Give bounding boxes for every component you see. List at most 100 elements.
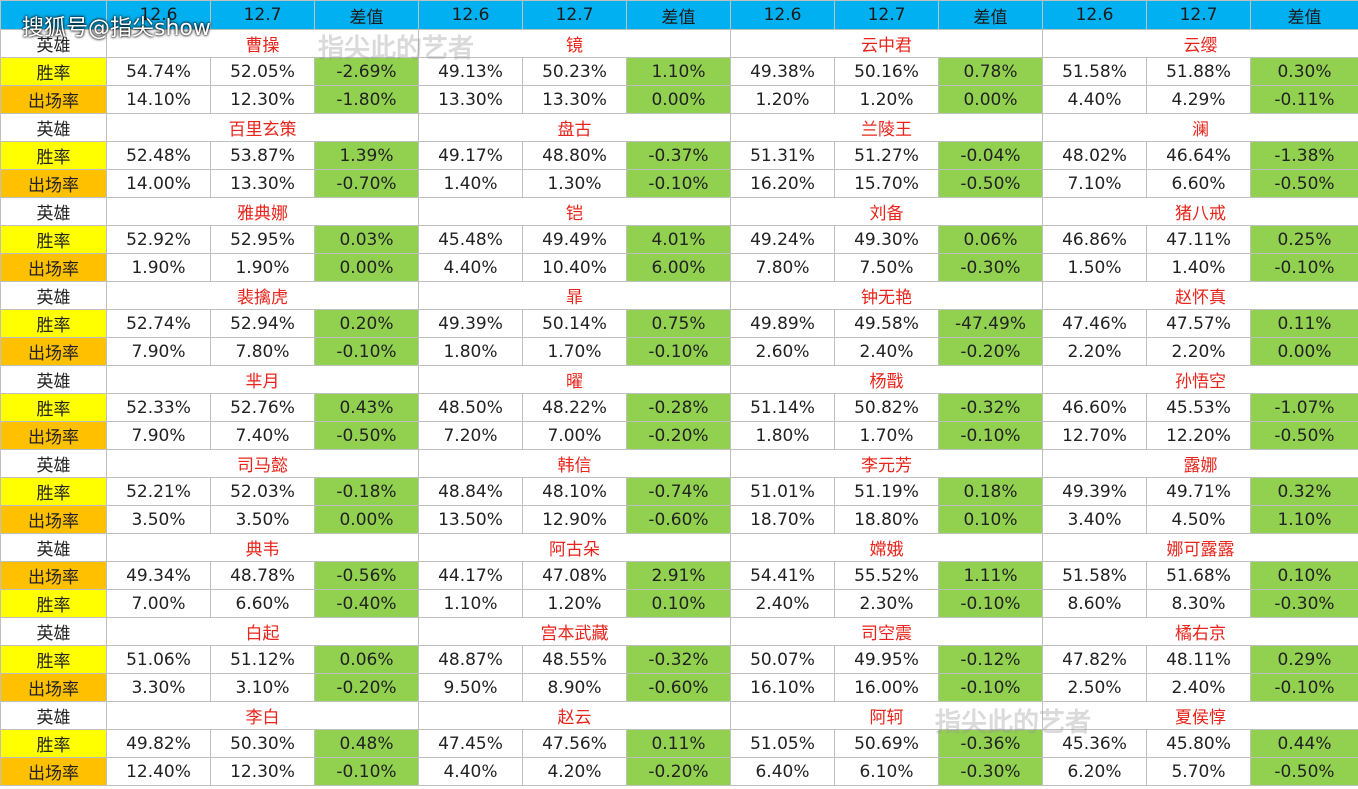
hero-row-label: 英雄 [0,197,107,226]
hero-name-row: 英雄 百里玄策 盘古 兰陵王澜 [0,113,1358,142]
value-cell: 45.80% [1146,729,1251,758]
value-cell: 49.38% [730,57,835,86]
value-cell: 50.69% [834,729,939,758]
stat-row: 出场率 12.40% 12.30% -0.10% 4.40% 4.20% -0.20% 6.4… [0,757,1358,786]
diff-cell: 0.32% [1250,477,1358,506]
value-cell: 7.10% [1042,169,1147,198]
value-cell: 13.30% [210,169,315,198]
header-row: 12.6 12.7 差值 12.6 12.7 差值 12.6 12.7 差值 12.6 12.7 差值 [0,0,1358,30]
diff-cell: -0.10% [626,337,731,366]
hero-name-cell: 李白 [106,701,419,730]
value-cell: 47.11% [1146,225,1251,254]
value-cell: 54.74% [106,57,211,86]
diff-cell: 0.75% [626,309,731,338]
value-cell: 46.60% [1042,393,1147,422]
hero-name-cell: 猪八戒 [1042,197,1358,226]
diff-cell: 0.06% [938,225,1043,254]
value-cell: 8.60% [1042,589,1147,618]
diff-cell: 1.39% [314,141,419,170]
hero-name-cell: 宫本武藏 [418,617,731,646]
value-cell: 1.80% [730,421,835,450]
diff-cell: 0.25% [1250,225,1358,254]
hero-name-row: 英雄 白起 宫本武藏 司空震 橘右京 [0,617,1358,646]
value-cell: 1.20% [730,85,835,114]
hero-name-cell: 铠 [418,197,731,226]
value-cell: 4.40% [418,757,523,786]
value-cell: 9.50% [418,673,523,702]
hero-name-cell: 嫦娥 [730,533,1043,562]
diff-cell: 0.29% [1250,645,1358,674]
value-cell: 52.95% [210,225,315,254]
value-cell: 52.76% [210,393,315,422]
value-cell: 49.30% [834,225,939,254]
value-cell: 12.40% [106,757,211,786]
diff-cell: 0.11% [1250,309,1358,338]
value-cell: 1.80% [418,337,523,366]
value-cell: 47.56% [522,729,627,758]
hero-name-cell: 赵怀真 [1042,281,1358,310]
hero-name-cell: 典韦 [106,533,419,562]
value-cell: 51.12% [210,645,315,674]
diff-cell: 0.44% [1250,729,1358,758]
diff-cell: 0.78% [938,57,1043,86]
value-cell: 2.20% [1042,337,1147,366]
value-cell: 7.50% [834,253,939,282]
stat-row: 出场率 7.90% 7.80% -0.10% 1.80% 1.70% -0.10% 2.60%… [0,337,1358,366]
hero-name-cell: 司空震 [730,617,1043,646]
stat-row: 胜率 52.33% 52.76% 0.43% 48.50% 48.22% -0.28% 51.… [0,393,1358,422]
value-cell: 48.84% [418,477,523,506]
hero-name-cell: 李元芳 [730,449,1043,478]
stat-label: 出场率 [0,673,107,702]
value-cell: 52.48% [106,141,211,170]
header-cell: 12.6 [730,0,835,30]
value-cell: 1.20% [522,589,627,618]
diff-cell: -0.10% [1250,253,1358,282]
diff-cell: -0.18% [314,477,419,506]
hero-name-row: 英雄 司马懿 韩信 李元芳 露娜 [0,449,1358,478]
header-cell: 差值 [314,0,419,30]
header-cell: 差值 [938,0,1043,30]
stat-label: 出场率 [0,85,107,114]
hero-name-cell: 雅典娜 [106,197,419,226]
value-cell: 3.40% [1042,505,1147,534]
hero-row-label: 英雄 [0,617,107,646]
header-cell: 12.6 [106,0,211,30]
diff-cell: -0.74% [626,477,731,506]
value-cell: 48.87% [418,645,523,674]
value-cell: 50.82% [834,393,939,422]
stat-row: 胜率 51.06% 51.12% 0.06% 48.87% 48.55% -0.32% 50.… [0,645,1358,674]
diff-cell: -1.38% [1250,141,1358,170]
value-cell: 46.64% [1146,141,1251,170]
value-cell: 1.40% [418,169,523,198]
value-cell: 52.94% [210,309,315,338]
hero-name-cell: 露娜 [1042,449,1358,478]
diff-cell: 0.06% [314,645,419,674]
diff-cell: 0.48% [314,729,419,758]
header-cell: 12.7 [1146,0,1251,30]
value-cell: 50.07% [730,645,835,674]
value-cell: 3.50% [106,505,211,534]
header-cell: 差值 [1250,0,1358,30]
value-cell: 52.03% [210,477,315,506]
diff-cell: 0.30% [1250,57,1358,86]
hero-name-cell: 阿古朵 [418,533,731,562]
diff-cell: 0.00% [938,85,1043,114]
hero-name-cell: 杨戬 [730,365,1043,394]
header-cell: 12.6 [1042,0,1147,30]
value-cell: 7.40% [210,421,315,450]
value-cell: 52.33% [106,393,211,422]
diff-cell: 0.18% [938,477,1043,506]
value-cell: 4.50% [1146,505,1251,534]
value-cell: 3.10% [210,673,315,702]
value-cell: 50.16% [834,57,939,86]
diff-cell: 0.43% [314,393,419,422]
value-cell: 14.10% [106,85,211,114]
diff-cell: -0.30% [1250,589,1358,618]
hero-name-cell: 盘古 [418,113,731,142]
stat-label: 出场率 [0,253,107,282]
stat-label: 胜率 [0,589,107,618]
value-cell: 1.70% [834,421,939,450]
diff-cell: 0.11% [626,729,731,758]
stat-label: 胜率 [0,225,107,254]
hero-name-cell: 曜 [418,365,731,394]
